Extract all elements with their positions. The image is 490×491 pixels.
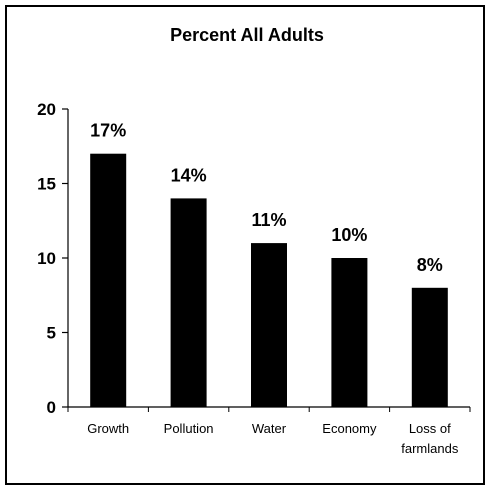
x-tick-label: Economy [322,421,377,436]
y-tick-label: 0 [47,398,56,417]
bar [331,258,368,407]
y-tick-label: 15 [37,175,56,194]
y-tick-label: 5 [47,324,56,343]
data-label: 10% [331,225,367,245]
bar [411,287,448,407]
x-tick-label: Loss of [409,421,451,436]
y-tick-label: 10 [37,249,56,268]
x-tick-label: Pollution [164,421,214,436]
x-tick-label: farmlands [401,441,459,456]
bar [251,243,287,407]
chart-labels: 17% Growth 14% Pollution 11% Water 10% Economy 8… [87,121,459,456]
bar [90,153,127,407]
data-label: 8% [417,255,443,275]
bar [170,198,207,407]
x-tick-label: Growth [87,421,129,436]
data-label: 14% [171,165,207,185]
chart-bars [90,153,448,407]
chart-frame [5,5,485,485]
data-label: 17% [90,121,126,141]
data-label: 11% [251,210,286,230]
chart-axes: 0 5 10 15 20 [37,100,471,417]
y-tick-label: 20 [37,100,56,119]
chart-title: Percent All Adults [170,25,324,45]
x-tick-label: Water [252,421,287,436]
